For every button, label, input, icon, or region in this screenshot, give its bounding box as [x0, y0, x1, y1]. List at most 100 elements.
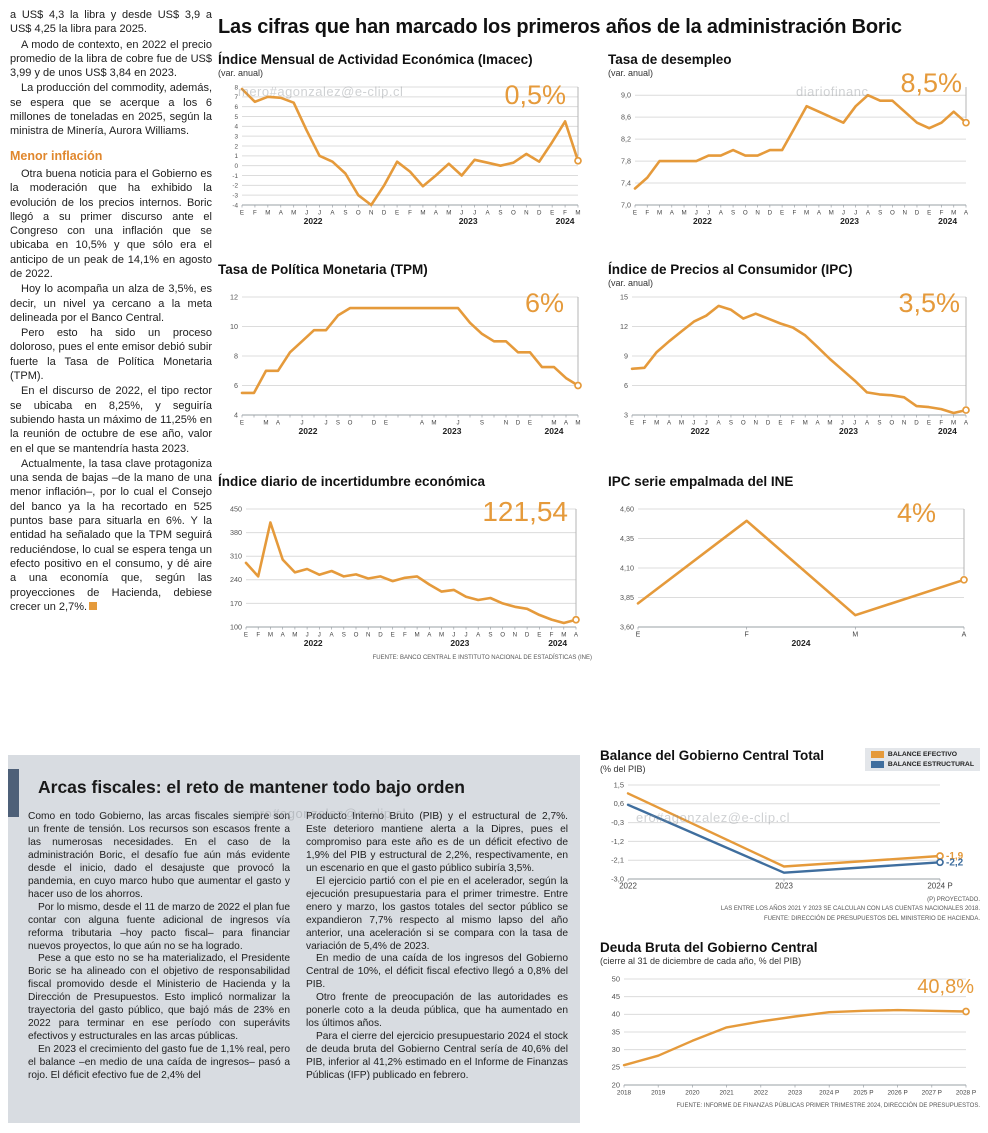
- svg-text:100: 100: [230, 622, 242, 631]
- article-paragraph: a US$ 4,3 la libra y desde US$ 3,9 a US$…: [10, 9, 212, 36]
- svg-text:E: E: [384, 420, 388, 427]
- svg-text:N: N: [369, 210, 373, 217]
- svg-text:F: F: [792, 210, 796, 217]
- svg-text:S: S: [343, 210, 347, 217]
- svg-text:-1: -1: [232, 173, 238, 180]
- page-title: Las cifras que han marcado los primeros …: [218, 16, 902, 38]
- svg-text:9,0: 9,0: [621, 91, 631, 100]
- svg-text:M: M: [829, 210, 834, 217]
- chart-footnote: FUENTE: DIRECCIÓN DE PRESUPUESTOS DEL MI…: [763, 915, 980, 922]
- svg-text:M: M: [803, 420, 808, 427]
- svg-text:2022: 2022: [691, 426, 710, 436]
- svg-text:240: 240: [230, 575, 242, 584]
- chart-highlight-value: 121,54: [482, 496, 568, 527]
- svg-text:8,2: 8,2: [621, 135, 631, 144]
- svg-text:3: 3: [624, 410, 628, 419]
- svg-text:2020: 2020: [685, 1090, 700, 1097]
- svg-text:E: E: [550, 210, 554, 217]
- svg-text:F: F: [256, 632, 260, 639]
- svg-text:40: 40: [612, 1010, 620, 1019]
- svg-text:2024: 2024: [938, 216, 957, 226]
- svg-text:A: A: [427, 632, 432, 639]
- svg-text:J: J: [306, 632, 309, 639]
- svg-text:M: M: [431, 420, 436, 427]
- svg-text:A: A: [279, 210, 284, 217]
- legend-label: BALANCE EFECTIVO: [887, 751, 958, 758]
- chart-card-balance: Balance del Gobierno Central Total (% de…: [600, 748, 980, 924]
- svg-text:-3,0: -3,0: [611, 874, 624, 883]
- svg-text:J: J: [464, 632, 467, 639]
- svg-text:O: O: [348, 420, 353, 427]
- svg-text:2022: 2022: [619, 882, 637, 891]
- svg-text:N: N: [504, 420, 508, 427]
- svg-text:S: S: [488, 632, 492, 639]
- svg-text:M: M: [446, 210, 451, 217]
- svg-text:A: A: [719, 210, 724, 217]
- svg-text:1,5: 1,5: [614, 780, 624, 789]
- chart-subtitle: (var. anual): [608, 278, 654, 288]
- chart-source: FUENTE: INFORME DE FINANZAS PÚBLICAS PRI…: [676, 1103, 981, 1109]
- svg-text:E: E: [528, 420, 532, 427]
- svg-text:J: J: [460, 210, 463, 217]
- chart-card-incertidumbre: Índice diario de incertidumbre económica…: [218, 474, 592, 661]
- svg-text:0: 0: [234, 163, 238, 170]
- chart-plot: 50 45 40 35 30 25 20 2018 2019 2020 2021 2022 2023 20…: [600, 969, 980, 1101]
- svg-text:J: J: [707, 210, 710, 217]
- svg-text:E: E: [391, 632, 395, 639]
- svg-text:50: 50: [612, 974, 620, 983]
- svg-text:D: D: [525, 632, 530, 639]
- svg-text:7: 7: [234, 94, 238, 101]
- legend-swatch-efectivo-icon: [870, 751, 884, 758]
- svg-text:F: F: [745, 632, 749, 639]
- svg-text:30: 30: [612, 1045, 620, 1054]
- svg-text:J: J: [456, 420, 459, 427]
- svg-text:F: F: [642, 420, 646, 427]
- svg-text:2023: 2023: [775, 882, 793, 891]
- svg-text:E: E: [537, 632, 541, 639]
- svg-text:N: N: [366, 632, 370, 639]
- svg-text:M: M: [291, 210, 296, 217]
- svg-text:M: M: [265, 210, 270, 217]
- svg-text:-2: -2: [232, 183, 238, 190]
- svg-text:9: 9: [624, 351, 628, 360]
- svg-text:S: S: [729, 420, 733, 427]
- svg-text:2021: 2021: [719, 1090, 734, 1097]
- chart-subtitle: (cierre al 31 de diciembre de cada año, …: [600, 956, 802, 966]
- chart-card-imacec: Índice Mensual de Actividad Económica (I…: [218, 52, 592, 231]
- chart-subtitle: (var. anual): [608, 68, 654, 78]
- svg-text:F: F: [940, 210, 944, 217]
- svg-text:N: N: [902, 420, 906, 427]
- svg-text:O: O: [511, 210, 516, 217]
- fiscal-paragraph: En 2023 el crecimiento del gasto fue de …: [28, 1044, 290, 1082]
- svg-text:F: F: [791, 420, 795, 427]
- svg-text:2026 P: 2026 P: [887, 1090, 907, 1097]
- chart-title: Balance del Gobierno Central Total: [600, 748, 825, 763]
- fiscal-paragraph: Por lo mismo, desde el 11 de marzo de 20…: [28, 901, 290, 952]
- svg-text:S: S: [731, 210, 735, 217]
- svg-text:A: A: [564, 420, 569, 427]
- chart-plot: 9,0 8,6 8,2 7,8 7,4 7,0 E F M A M J J A S O N D E F M A M J J A S O…: [608, 81, 980, 231]
- chart-plot: 1,5 0,6 -0,3 -1,2 -2,1 -3,0 2022 2023 2024 P -1,9…: [600, 777, 980, 895]
- svg-text:2024 P: 2024 P: [927, 882, 952, 891]
- svg-text:25: 25: [612, 1063, 620, 1072]
- svg-text:F: F: [645, 210, 649, 217]
- svg-text:2024: 2024: [548, 638, 567, 648]
- svg-text:A: A: [574, 632, 579, 639]
- chart-plot: 15 12 9 6 3 E F M A M J J A S O N D E F M A M J J A S O N D E F M A 2022 2…: [608, 291, 980, 441]
- svg-text:7,8: 7,8: [621, 156, 631, 165]
- svg-text:12: 12: [230, 292, 238, 301]
- svg-text:A: A: [667, 420, 672, 427]
- svg-text:M: M: [551, 420, 556, 427]
- svg-text:35: 35: [612, 1027, 620, 1036]
- svg-text:A: A: [485, 210, 490, 217]
- svg-text:J: J: [841, 420, 844, 427]
- svg-text:4,35: 4,35: [620, 534, 634, 543]
- svg-text:8: 8: [234, 351, 238, 360]
- svg-text:A: A: [717, 420, 722, 427]
- chart-plot: 4,60 4,35 4,10 3,85 3,60 E F M A 2024: [608, 503, 980, 653]
- chart-subtitle: (var. anual): [218, 68, 264, 78]
- svg-text:-0,3: -0,3: [611, 818, 624, 827]
- svg-text:F: F: [563, 210, 567, 217]
- svg-text:1: 1: [234, 153, 238, 160]
- chart-legend: BALANCE EFECTIVO BALANCE ESTRUCTURAL: [864, 748, 980, 771]
